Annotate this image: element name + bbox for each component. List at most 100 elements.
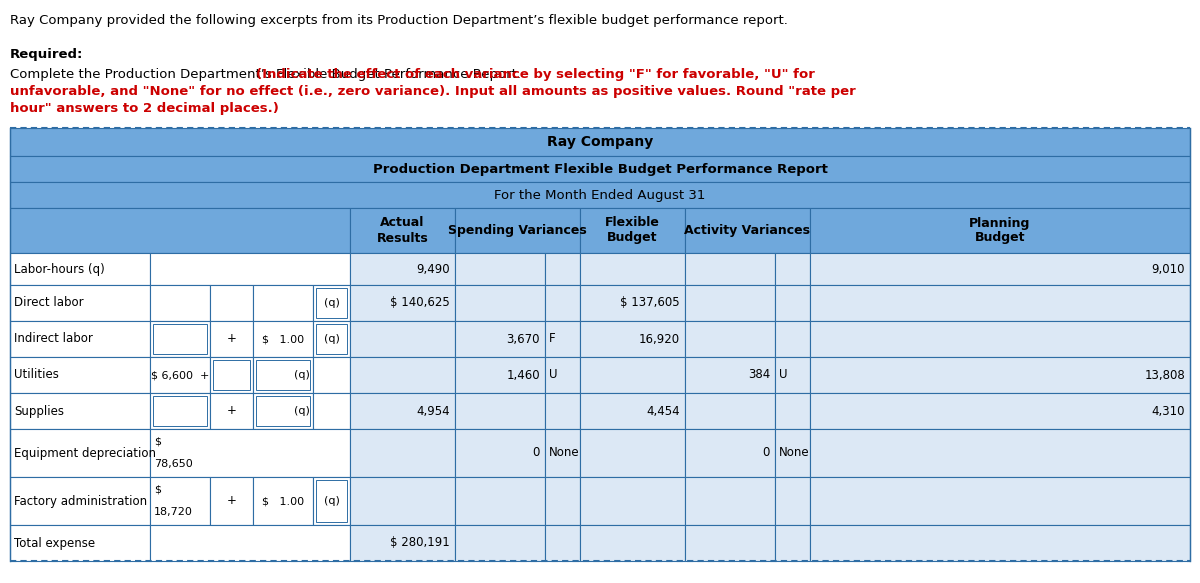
Bar (256, 396, 310, 426)
Bar (350, 253, 455, 285)
Bar (685, 285, 775, 321)
Bar (253, 357, 313, 393)
Bar (350, 321, 455, 357)
Bar (150, 253, 350, 285)
Bar (154, 324, 208, 354)
Bar (10, 477, 150, 525)
Bar (210, 321, 253, 357)
Bar (775, 393, 810, 429)
Bar (580, 285, 685, 321)
Text: (Indicate the effect of each variance by selecting "F" for favorable, "U" for: (Indicate the effect of each variance by… (256, 68, 815, 81)
Bar (580, 357, 685, 393)
Bar (10, 208, 350, 253)
Text: +: + (227, 332, 236, 346)
Text: hour" answers to 2 decimal places.): hour" answers to 2 decimal places.) (10, 102, 278, 115)
Bar (350, 477, 455, 525)
Bar (810, 321, 1190, 357)
Text: $   1.00: $ 1.00 (262, 496, 304, 506)
Text: U: U (779, 368, 787, 381)
Bar (775, 285, 810, 321)
Text: 4,454: 4,454 (647, 405, 680, 417)
Bar (685, 477, 775, 525)
Bar (810, 525, 1190, 561)
Text: Activity Variances: Activity Variances (684, 224, 810, 237)
Bar (810, 285, 1190, 321)
Bar (455, 477, 545, 525)
Text: Labor-hours (q): Labor-hours (q) (14, 262, 104, 276)
Bar (455, 285, 545, 321)
Text: +: + (227, 405, 236, 417)
Bar (545, 393, 580, 429)
Text: Actual
Results: Actual Results (377, 216, 428, 244)
Text: 4,310: 4,310 (1152, 405, 1186, 417)
Bar (150, 477, 210, 525)
Text: 1,460: 1,460 (506, 368, 540, 381)
Bar (210, 357, 253, 393)
Text: Planning
Budget: Planning Budget (970, 216, 1031, 244)
Bar (10, 285, 150, 321)
Bar (210, 285, 253, 321)
Bar (256, 360, 310, 390)
Bar (455, 357, 545, 393)
Text: Ray Company: Ray Company (547, 135, 653, 149)
Text: (q): (q) (324, 496, 340, 506)
Bar (775, 429, 810, 477)
Bar (545, 525, 580, 561)
Text: 0: 0 (763, 447, 770, 459)
Bar (150, 429, 350, 477)
Bar (150, 357, 210, 393)
Text: Indirect labor: Indirect labor (14, 332, 92, 346)
Text: 4,954: 4,954 (416, 405, 450, 417)
Bar (545, 357, 580, 393)
Bar (580, 429, 685, 477)
Text: 0: 0 (533, 447, 540, 459)
Text: Complete the Production Department’s Flexible Budget Performance Report.: Complete the Production Department’s Fle… (10, 68, 526, 81)
Bar (214, 360, 250, 390)
Bar (685, 208, 810, 253)
Text: Equipment depreciation: Equipment depreciation (14, 447, 156, 459)
Bar (455, 321, 545, 357)
Bar (455, 525, 545, 561)
Bar (210, 477, 253, 525)
Bar (580, 321, 685, 357)
Bar (545, 285, 580, 321)
Text: (q): (q) (324, 298, 340, 308)
Text: 3,670: 3,670 (506, 332, 540, 346)
Bar (10, 182, 1190, 208)
Text: 18,720: 18,720 (154, 507, 193, 517)
Bar (10, 429, 150, 477)
Bar (253, 285, 313, 321)
Bar (10, 357, 150, 393)
Text: Spending Variances: Spending Variances (448, 224, 587, 237)
Bar (685, 321, 775, 357)
Bar (810, 253, 1190, 285)
Bar (455, 253, 545, 285)
Text: Utilities: Utilities (14, 368, 59, 381)
Bar (685, 393, 775, 429)
Bar (685, 525, 775, 561)
Bar (455, 429, 545, 477)
Text: (q): (q) (324, 334, 340, 344)
Text: Total expense: Total expense (14, 536, 95, 550)
Bar (10, 393, 150, 429)
Bar (580, 393, 685, 429)
Text: $: $ (154, 436, 161, 446)
Text: Supplies: Supplies (14, 405, 64, 417)
Bar (316, 324, 347, 354)
Text: (q): (q) (294, 370, 310, 380)
Text: 13,808: 13,808 (1145, 368, 1186, 381)
Text: For the Month Ended August 31: For the Month Ended August 31 (494, 188, 706, 202)
Bar (455, 393, 545, 429)
Bar (775, 357, 810, 393)
Bar (10, 525, 150, 561)
Bar (685, 253, 775, 285)
Bar (350, 357, 455, 393)
Bar (150, 321, 210, 357)
Bar (580, 525, 685, 561)
Text: $ 137,605: $ 137,605 (620, 297, 680, 310)
Text: $ 280,191: $ 280,191 (390, 536, 450, 550)
Bar (775, 525, 810, 561)
Text: $ 140,625: $ 140,625 (390, 297, 450, 310)
Bar (775, 253, 810, 285)
Text: Flexible
Budget: Flexible Budget (605, 216, 660, 244)
